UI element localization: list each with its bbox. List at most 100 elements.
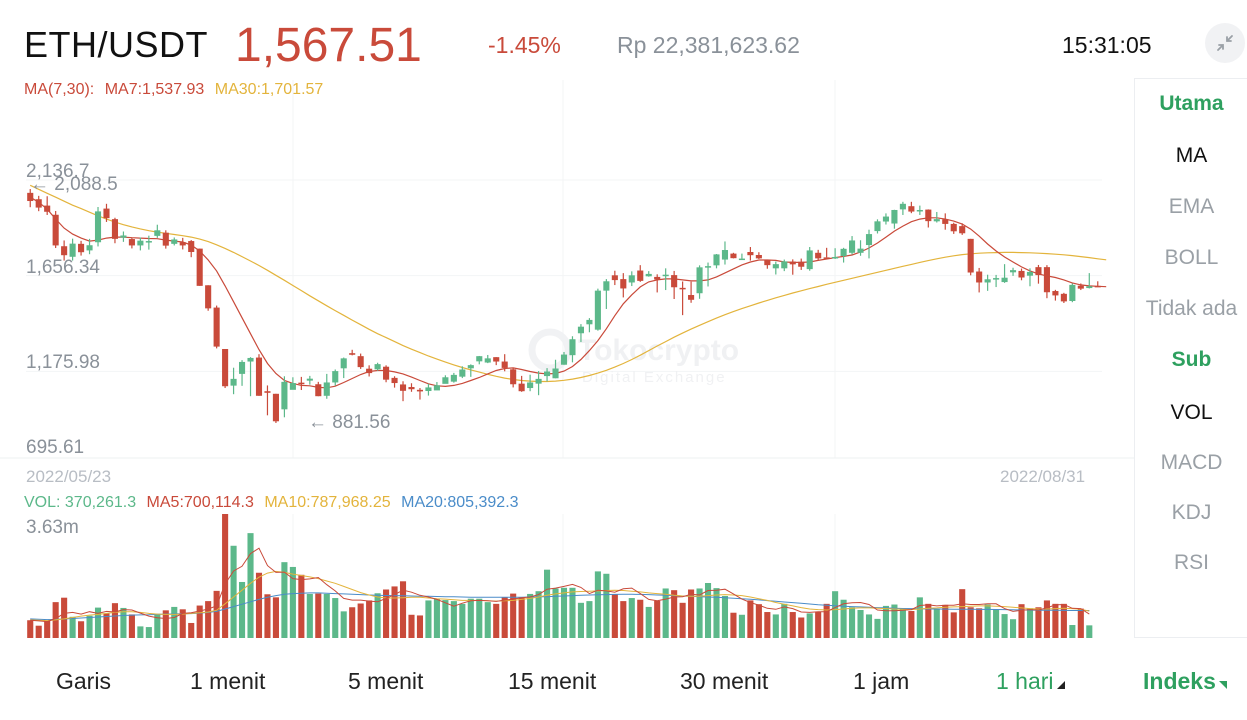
volume-bar-33 — [306, 593, 313, 638]
volume-bar-95 — [832, 591, 839, 638]
vol-value: VOL: 370,261.3 — [24, 494, 137, 511]
candle-body-27 — [255, 357, 263, 396]
candle-body-85 — [747, 252, 754, 256]
candle-body-46 — [416, 389, 424, 392]
tab-line[interactable]: Garis — [56, 668, 111, 694]
candle-body-48 — [433, 385, 440, 391]
candle-body-15 — [154, 230, 161, 236]
candle-body-49 — [442, 377, 449, 384]
indicator-rsi[interactable]: RSI — [1173, 551, 1209, 574]
volume-bar-111 — [967, 607, 974, 638]
candle-body-6 — [78, 243, 85, 253]
trading-pair[interactable]: ETH/USDT — [24, 24, 208, 65]
volume-bar-30 — [281, 562, 288, 638]
volume-bars — [27, 514, 1093, 638]
candle-body-105 — [916, 209, 923, 212]
vol-ma10-line — [30, 570, 1090, 622]
candle-body-107 — [933, 219, 940, 222]
candle-body-38 — [349, 353, 356, 355]
fiat-price: Rp 22,381,623.62 — [617, 32, 800, 58]
candle-body-74 — [654, 276, 661, 280]
volume-bar-72 — [637, 599, 644, 638]
volume-bar-122 — [1060, 603, 1067, 638]
candle-body-100 — [874, 221, 881, 232]
tab-30-minute[interactable]: 30 menit — [680, 668, 769, 694]
indicator-kdj[interactable]: KDJ — [1171, 501, 1212, 524]
volume-axis-max: 3.63m — [26, 517, 79, 538]
volume-bar-96 — [840, 599, 847, 638]
candle-body-92 — [806, 250, 813, 270]
volume-bar-83 — [730, 612, 737, 638]
volume-bar-123 — [1069, 625, 1076, 638]
candle-body-23 — [222, 348, 229, 387]
candle-body-4 — [61, 246, 68, 256]
volume-bar-25 — [238, 581, 246, 638]
tab-5-minute[interactable]: 5 menit — [348, 668, 424, 694]
candle-body-72 — [637, 270, 644, 281]
volume-bar-67 — [594, 571, 601, 638]
volume-bar-10 — [111, 603, 119, 638]
candle-body-97 — [849, 240, 856, 253]
volume-bar-39 — [357, 603, 364, 638]
volume-bar-51 — [459, 603, 466, 638]
volume-bar-68 — [603, 573, 610, 638]
collapse-button[interactable] — [1205, 23, 1245, 63]
vol-ma5-line — [30, 547, 1090, 623]
candle-body-82 — [721, 250, 729, 260]
volume-bar-113 — [984, 604, 991, 638]
candle-body-109 — [950, 223, 957, 232]
header: ETH/USDT 1,567.51 -1.45% Rp 22,381,623.6… — [0, 0, 1247, 80]
tab-indicators[interactable]: Indeks — [1143, 668, 1227, 695]
indicator-macd[interactable]: MACD — [1160, 451, 1223, 474]
candle-body-121 — [1052, 291, 1059, 296]
candle-body-55 — [493, 357, 500, 362]
candle-body-118 — [1026, 271, 1034, 276]
candle-body-86 — [755, 254, 762, 259]
tab-15-minute[interactable]: 15 menit — [508, 668, 597, 694]
tab-1-hour[interactable]: 1 jam — [853, 668, 910, 694]
candle-body-87 — [764, 259, 771, 266]
indicator-ema[interactable]: EMA — [1168, 195, 1215, 218]
vol-ma10-value: MA10:787,968.25 — [264, 494, 391, 511]
volume-bar-124 — [1077, 608, 1084, 638]
volume-bar-63 — [560, 587, 568, 638]
volume-bar-84 — [738, 614, 745, 638]
volume-bar-40 — [366, 600, 373, 638]
candle-body-69 — [611, 275, 618, 281]
volume-bar-23 — [222, 514, 229, 638]
price-change-percent: -1.45% — [488, 32, 561, 58]
tab-1-day[interactable]: 1 hari — [996, 668, 1065, 695]
candle-body-125 — [1086, 286, 1093, 289]
candle-body-59 — [527, 382, 534, 389]
indicator-boll[interactable]: BOLL — [1164, 246, 1219, 269]
indicator-sidebar: Utama MA EMA BOLL Tidak ada Sub VOL MACD… — [1134, 78, 1247, 638]
volume-bar-103 — [899, 608, 906, 638]
volume-bar-100 — [874, 618, 881, 638]
indicator-ma[interactable]: MA — [1175, 144, 1208, 167]
volume-legend: VOL: 370,261.3 MA5:700,114.3 MA10:787,96… — [24, 494, 525, 512]
volume-bar-18 — [179, 609, 186, 638]
price-chart[interactable]: Tokocrypto Digital Exchange — [0, 0, 1134, 640]
tab-1-minute[interactable]: 1 menit — [190, 668, 266, 694]
candle-body-83 — [730, 253, 737, 259]
volume-bar-5 — [69, 616, 76, 638]
ma30-value: MA30:1,701.57 — [214, 81, 324, 98]
candle-body-20 — [196, 248, 203, 286]
volume-bar-42 — [383, 589, 390, 638]
candle-body-64 — [569, 339, 576, 356]
volume-bar-59 — [527, 593, 534, 638]
volume-bar-73 — [645, 606, 652, 638]
candle-body-36 — [332, 371, 339, 383]
candle-body-52 — [467, 365, 474, 369]
start-date: 2022/05/23 — [26, 467, 112, 486]
candle-body-9 — [103, 208, 110, 219]
volume-bar-11 — [120, 607, 127, 638]
ma7-value: MA7:1,537.93 — [104, 81, 205, 98]
indicator-vol[interactable]: VOL — [1170, 401, 1213, 424]
candle-body-76 — [671, 275, 678, 288]
candle-body-21 — [205, 285, 212, 309]
volume-bar-45 — [408, 614, 415, 638]
volume-bar-117 — [1018, 604, 1025, 638]
indicator-none[interactable]: Tidak ada — [1145, 297, 1238, 320]
volume-bar-14 — [145, 627, 152, 638]
